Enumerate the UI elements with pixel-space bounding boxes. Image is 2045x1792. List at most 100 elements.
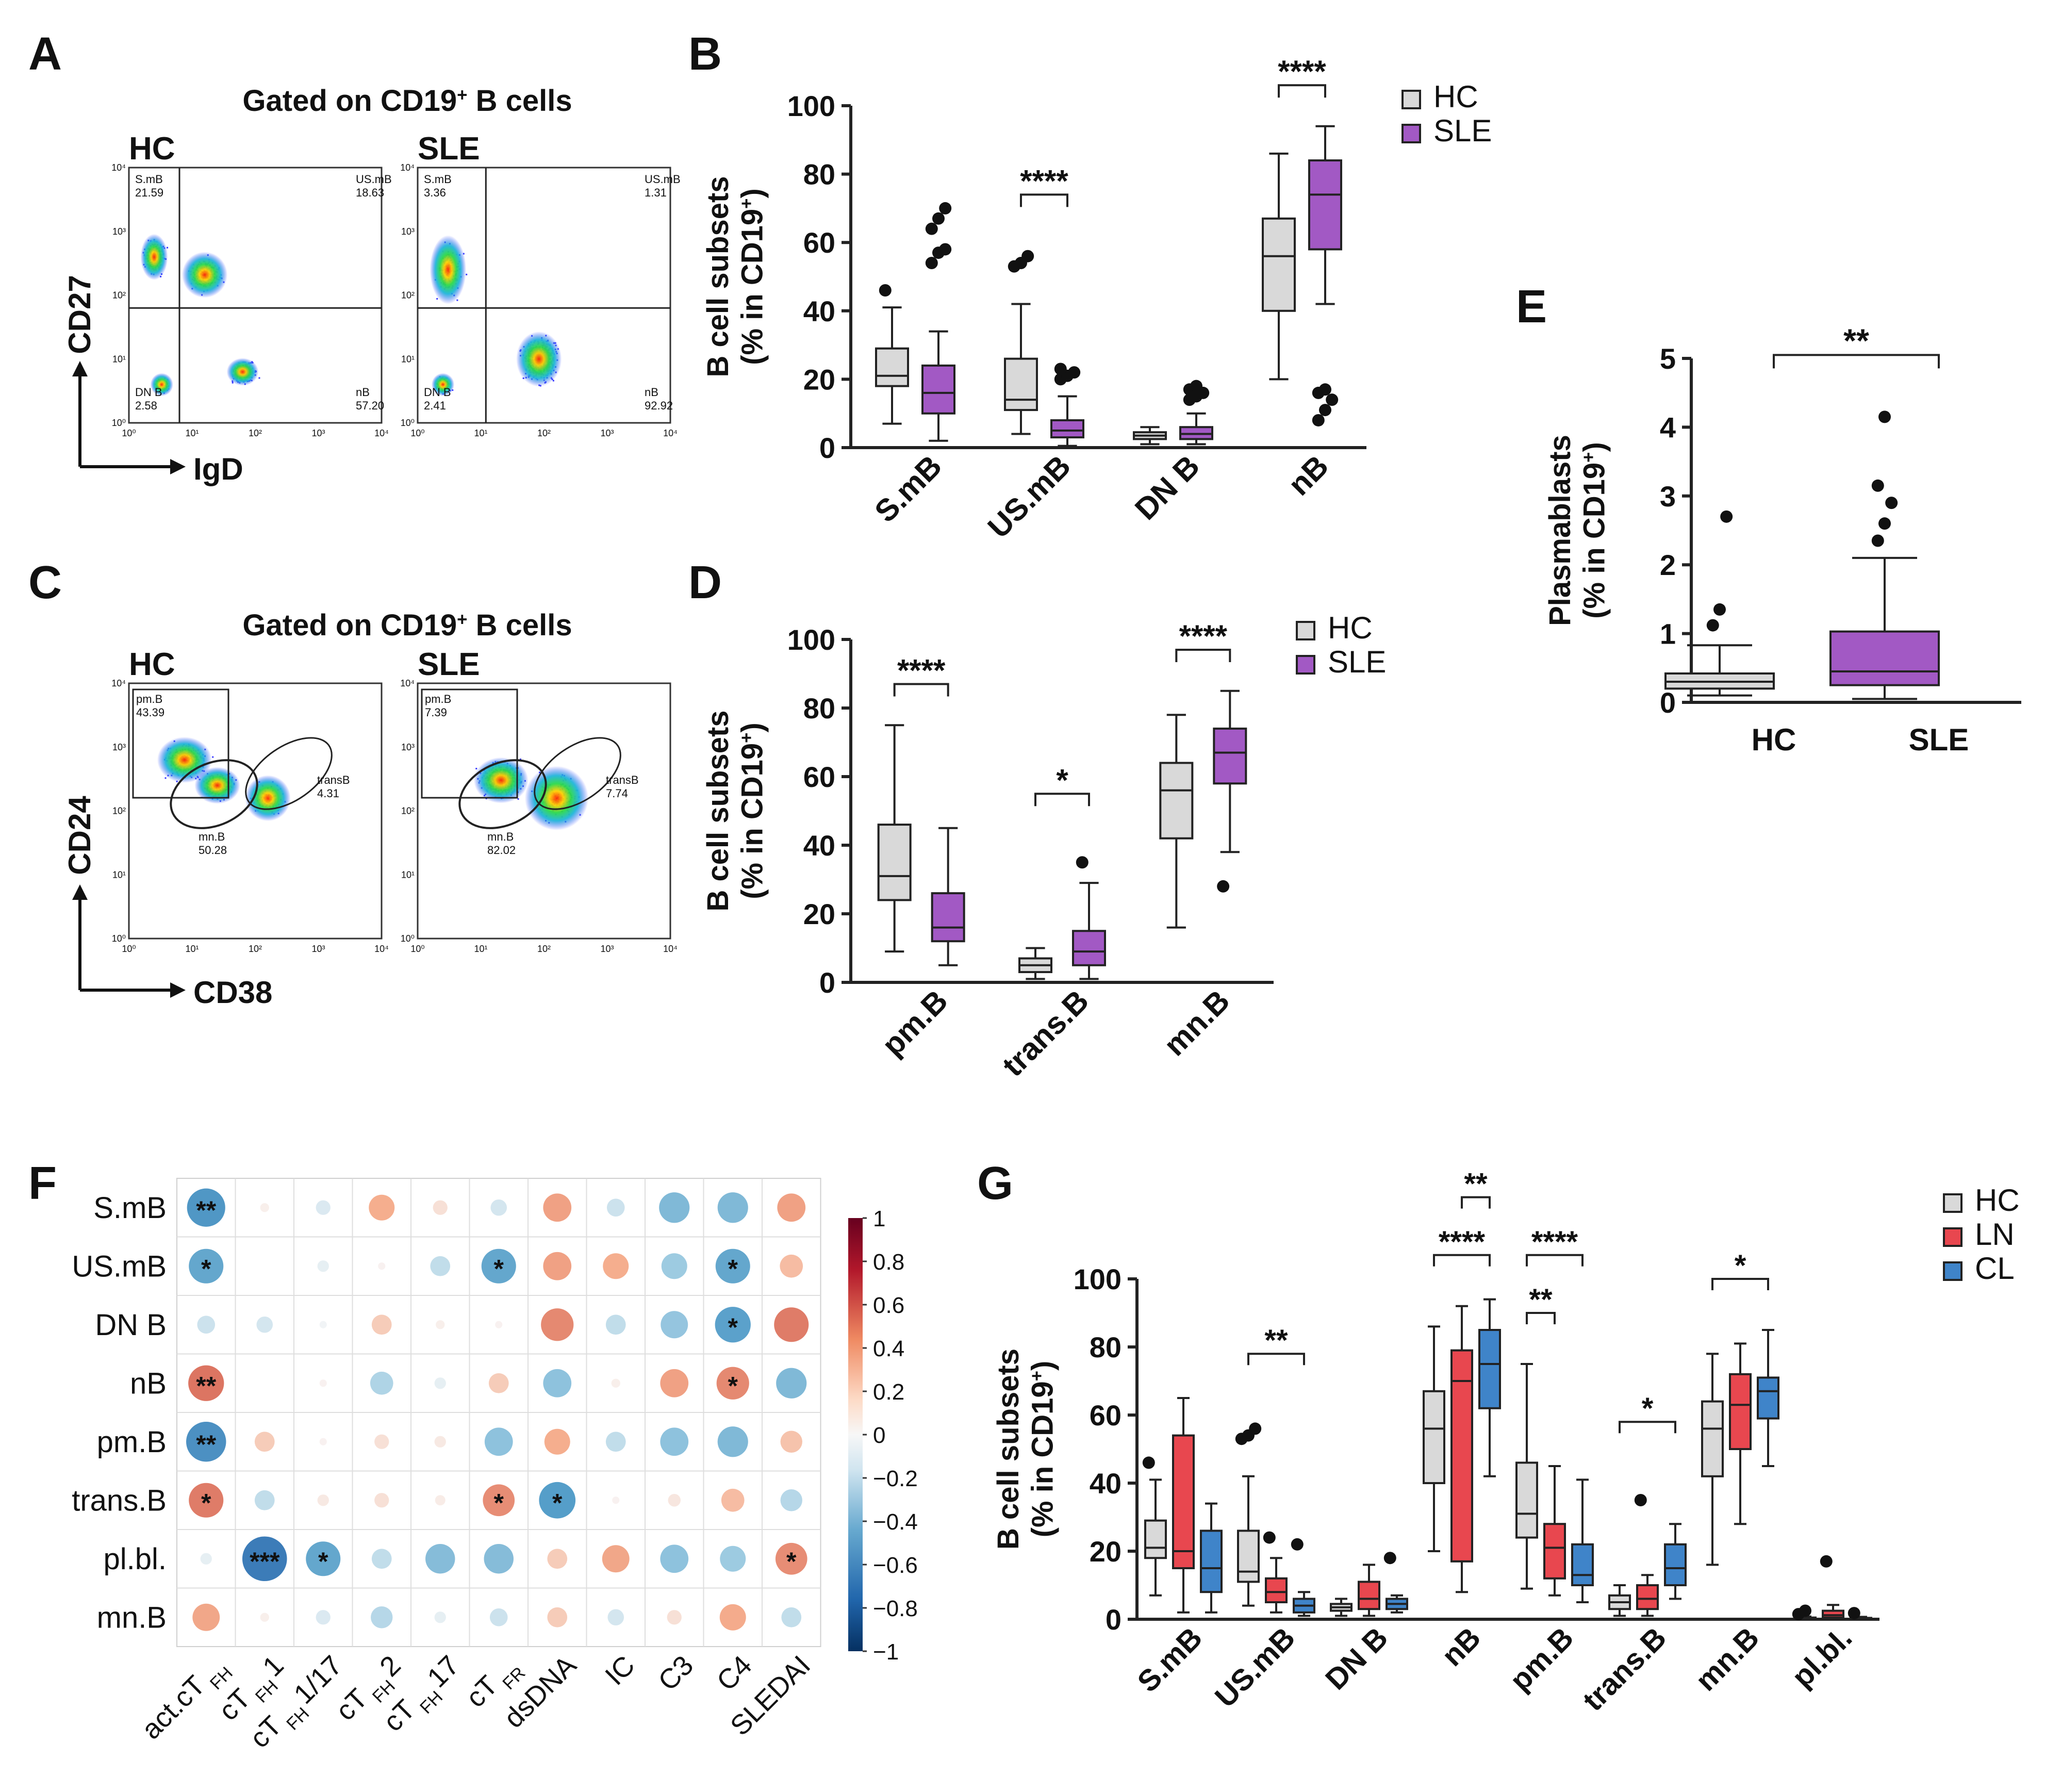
legend-label-CL: CL xyxy=(1975,1251,2015,1286)
outlier-point xyxy=(939,202,952,215)
event-dot xyxy=(456,299,458,301)
significance-bracket xyxy=(1034,793,1090,807)
y-axis-subtitle-tail: ) xyxy=(736,188,769,198)
outlier-point xyxy=(1054,363,1067,375)
box-HC-trans.B xyxy=(1608,1584,1631,1617)
box-CL-US.mB xyxy=(1291,1538,1315,1617)
panel-f-correlation-heatmap: S.mB **US.mB * * *DN B *nB ** *pm.B **trans.B * * *… xyxy=(72,1178,918,1754)
col-label-main: C3 xyxy=(652,1650,699,1697)
flow-y-tick: 10² xyxy=(401,806,415,816)
x-category-label: US.mB xyxy=(1209,1621,1301,1714)
flow-x-tick: 10³ xyxy=(600,944,614,954)
box-HC-nB xyxy=(1262,152,1296,381)
box-iqr xyxy=(1571,1543,1594,1587)
y-tick-label: 40 xyxy=(803,295,835,327)
box-LN-US.mB xyxy=(1263,1531,1288,1614)
y-tick-label: 60 xyxy=(803,761,835,793)
correlation-dot xyxy=(260,1613,269,1622)
colorbar-tick-label: −0.2 xyxy=(873,1466,918,1491)
flow-y-tick: 10² xyxy=(401,290,415,301)
box-SLE-trans.B xyxy=(1072,856,1106,980)
density-core xyxy=(226,358,259,386)
box-iqr xyxy=(1515,1461,1538,1539)
event-dot xyxy=(552,380,554,382)
flow-title-tail: B cells xyxy=(467,609,572,642)
colorbar-tick-label: 1 xyxy=(873,1206,885,1231)
correlation-dot xyxy=(660,1544,689,1573)
legend-swatch-HC xyxy=(1296,621,1315,640)
y-axis-subtitle-tail: ) xyxy=(1578,442,1611,452)
heatmap-col-label: IC xyxy=(599,1650,641,1691)
col-label-main: cT xyxy=(460,1670,504,1714)
quadrant-value: 92.92 xyxy=(645,399,673,412)
quadrant-label: nB xyxy=(645,386,658,399)
correlation-dot xyxy=(436,1320,445,1329)
gate-mnB xyxy=(170,759,258,829)
correlation-dot xyxy=(547,1607,568,1627)
panel-letter-f: F xyxy=(28,1158,57,1209)
correlation-dot xyxy=(306,1541,341,1576)
box-CL-DN B xyxy=(1383,1552,1408,1614)
correlation-dot xyxy=(316,1200,331,1215)
correlation-dot xyxy=(187,1188,225,1227)
correlation-dot xyxy=(780,1489,802,1511)
density-core xyxy=(524,766,589,831)
legend-label-SLE: SLE xyxy=(1328,645,1386,679)
correlation-dot xyxy=(319,1379,327,1387)
correlation-stars: * xyxy=(728,1371,738,1400)
gate-value: 43.39 xyxy=(136,706,164,719)
correlation-stars: * xyxy=(552,1488,563,1517)
box-LN-S.mB xyxy=(1172,1397,1195,1614)
box-HC-pm.B xyxy=(877,724,912,953)
outlier-point xyxy=(1871,534,1884,547)
y-tick-label: 40 xyxy=(1090,1467,1122,1500)
box-CL-nB xyxy=(1478,1298,1501,1477)
box-LN-pl.bl. xyxy=(1820,1555,1844,1620)
correlation-dot xyxy=(371,1549,392,1569)
significance-stars: ** xyxy=(1264,1324,1288,1357)
x-category-label: nB xyxy=(1281,449,1335,502)
quadrant-label: nB xyxy=(356,386,370,399)
box-iqr xyxy=(1050,419,1084,439)
correlation-dot xyxy=(543,1252,572,1280)
flow-y-tick: 10⁰ xyxy=(112,418,126,428)
correlation-dot xyxy=(660,1369,689,1398)
outlier-point xyxy=(1217,880,1230,893)
outlier-point xyxy=(1720,510,1733,523)
box-iqr xyxy=(1072,930,1106,966)
correlation-dot xyxy=(777,1193,806,1222)
box-HC-trans.B xyxy=(1018,947,1052,980)
box-CL-pl.bl. xyxy=(1848,1607,1872,1620)
significance-stars: * xyxy=(1056,763,1068,797)
correlation-dot xyxy=(319,1321,327,1328)
correlation-dot xyxy=(715,1307,751,1343)
quadrant-label: DN B xyxy=(424,386,451,399)
box-CL-mn.B xyxy=(1757,1329,1779,1467)
box-iqr xyxy=(877,824,912,901)
flow-y-tick: 10⁰ xyxy=(401,418,415,428)
outlier-point xyxy=(1068,366,1081,379)
y-axis-subtitle-tail: ) xyxy=(736,722,769,732)
gate-pmB xyxy=(421,688,518,799)
significance-stars: ** xyxy=(1464,1168,1488,1201)
heatmap-row-label: US.mB xyxy=(72,1250,167,1283)
panel-d-boxplot: 0 20 40 60 80 100 B cell subsets (% in CD19+) pm… xyxy=(701,611,1386,1083)
colorbar-tick-label: 0.2 xyxy=(873,1379,904,1405)
box-iqr xyxy=(1478,1329,1501,1409)
significance-stars: **** xyxy=(1531,1225,1578,1259)
flow-y-tick: 10³ xyxy=(401,742,415,752)
box-iqr xyxy=(1200,1530,1223,1593)
flow-x-tick: 10⁴ xyxy=(374,944,389,954)
y-axis-title: B cell subsets xyxy=(992,1349,1025,1550)
correlation-dot xyxy=(374,1434,389,1449)
flow-x-tick: 10² xyxy=(249,944,262,954)
y-tick-label: 0 xyxy=(819,432,835,464)
outlier-point xyxy=(1291,1538,1304,1551)
col-label-main: IC xyxy=(599,1650,641,1691)
correlation-dot xyxy=(374,1493,389,1508)
box-iqr xyxy=(1701,1400,1724,1477)
box-SLE-nB xyxy=(1308,125,1342,426)
quadrant-value: 1.31 xyxy=(645,186,667,199)
event-dot xyxy=(519,758,521,760)
y-axis-subtitle: (% in CD19+) xyxy=(1026,1361,1060,1538)
